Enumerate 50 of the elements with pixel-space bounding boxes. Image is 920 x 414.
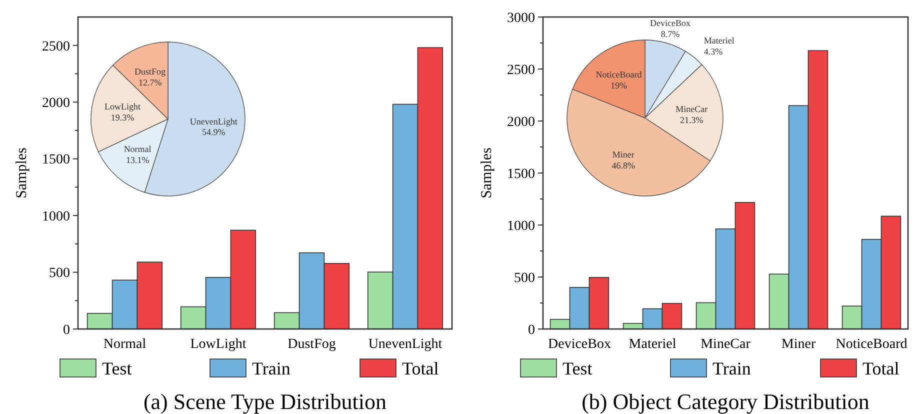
y-tick-label: 1000 [507,218,535,234]
slice-label: Miner [612,150,634,160]
legend-label: Train [712,358,751,378]
x-tick-label: Normal [103,337,146,352]
legend-label: Total [862,358,900,378]
y-tick-label: 1500 [507,166,535,182]
y-tick-label: 0 [528,322,535,338]
x-tick-label: UnevenLight [368,337,442,352]
x-tick-label: Materiel [628,337,676,352]
x-tick-label: LowLight [190,337,246,352]
slice-label: DustFog [134,66,166,77]
slice-label: Materiel [704,35,735,46]
data-label: 8.7% [660,28,680,39]
legend-label: Test [562,358,592,378]
data-label: 54.9% [202,127,226,138]
y-tick-label: 2000 [42,96,70,111]
data-label: 19% [610,80,628,90]
x-tick-label: DustFog [288,337,336,352]
slice-label: Normal [124,144,152,154]
slice-label: UnevenLight [190,116,238,126]
y-tick-label: 1000 [42,209,70,224]
y-axis-title: Samples [479,147,495,198]
y-tick-label: 3000 [507,10,535,26]
y-tick-label: 500 [514,270,535,286]
slice-label: LowLight [104,102,141,112]
legend-label: Test [102,358,132,378]
y-tick-label: 2000 [507,114,535,130]
y-tick-label: 2500 [507,62,535,78]
slice-label: MineCar [676,104,708,114]
legend-label: Total [402,358,439,378]
data-label: 12.7% [138,77,162,88]
data-label: 19.3% [110,112,135,122]
y-tick-label: 0 [63,322,70,338]
x-tick-label: NoticeBoard [836,337,908,352]
x-tick-label: MineCar [700,337,751,352]
y-tick-label: 500 [49,266,70,282]
text: (a) Scene Type Distribution [143,389,387,414]
x-tick-label: DeviceBox [548,337,611,352]
slice-label: NoticeBoard [596,69,642,80]
y-axis-title: Samples [14,147,30,198]
text: (b) Object Category Distribution [582,389,870,414]
legend-label: Train [252,358,290,378]
data-label: 46.8% [612,160,636,171]
y-tick-label: 2500 [42,39,70,54]
y-tick-label: 1500 [42,152,70,168]
data-label: 4.3% [704,46,724,56]
slice-label: DeviceBox [650,18,691,28]
data-label: 21.3% [680,114,704,125]
data-label: 13.1% [126,154,150,165]
x-tick-label: Miner [781,337,816,352]
